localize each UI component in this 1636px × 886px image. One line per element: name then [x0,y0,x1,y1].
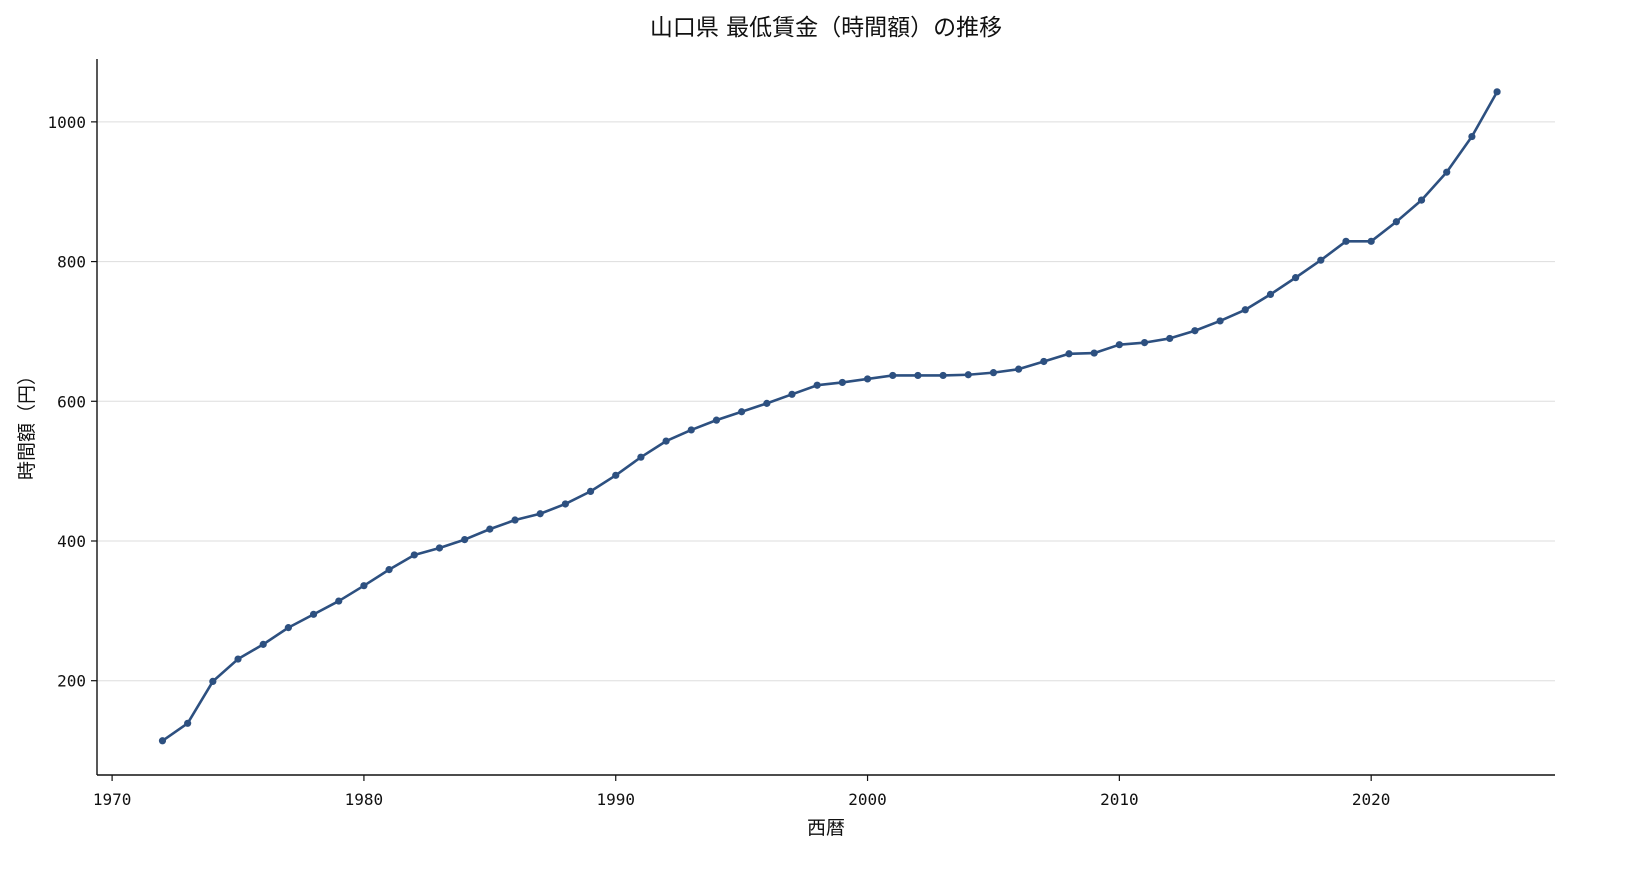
data-point [1367,237,1375,245]
data-point [813,381,821,389]
data-point [989,369,998,377]
gridlines [97,121,1555,682]
data-point [1468,132,1476,141]
data-point [712,416,721,424]
data-point [1241,306,1249,314]
data-point [964,371,972,379]
data-point [738,408,746,416]
data-point [1140,339,1149,347]
data-point [536,510,544,518]
data-point [1443,168,1451,176]
series-group [158,88,1501,745]
data-point [586,487,595,495]
data-point [1216,317,1224,325]
y-tick-label: 800 [57,253,86,272]
y-axis-label: 時間額（円） [16,366,38,480]
data-point [461,535,469,544]
data-point [435,544,444,552]
data-point [662,437,670,445]
x-axis-label: 西暦 [807,817,845,839]
data-point [1417,196,1426,204]
data-point [309,610,318,618]
data-point [1040,357,1048,366]
data-point [889,371,897,380]
data-point [209,677,217,685]
data-point [838,378,846,387]
data-point [561,500,569,508]
x-tick-label: 2000 [848,790,887,809]
data-point [1493,88,1501,96]
chart-title: 山口県 最低賃金（時間額）の推移 [650,15,1002,41]
data-point [914,371,922,380]
x-tick-label: 1990 [596,790,635,809]
data-point [335,597,343,605]
data-point [259,640,267,648]
data-point [1065,350,1073,358]
data-point [939,371,947,380]
data-point [788,390,796,398]
data-point [1191,327,1199,335]
data-point [1090,349,1098,357]
x-tick-label: 2020 [1352,790,1391,809]
y-tick-label: 1000 [47,113,86,132]
x-axis-ticks: 1970 1980 1990 2000 2010 2020 [93,775,1391,809]
data-point [1292,274,1300,282]
data-point [687,426,695,434]
data-point [184,719,192,727]
data-point [511,516,519,524]
data-point [1015,365,1023,373]
x-tick-label: 2010 [1100,790,1139,809]
data-point [863,375,872,383]
data-point [1392,218,1400,226]
data-point [410,551,418,559]
data-point [763,399,771,407]
y-tick-label: 200 [57,672,86,691]
data-point [234,655,242,663]
data-point [1115,341,1123,349]
data-point [1266,290,1275,299]
data-point [385,566,393,574]
data-point [1317,256,1325,264]
series-line [161,91,1499,742]
axes [96,59,1555,776]
data-point [158,737,167,745]
y-axis-ticks: 200 400 600 800 1000 [47,113,97,691]
data-point [486,525,494,533]
data-point [1342,237,1350,245]
x-tick-label: 1980 [345,790,384,809]
data-point [637,453,645,461]
data-point [612,471,620,479]
y-tick-label: 600 [57,392,86,411]
data-point [284,624,292,632]
x-tick-label: 1970 [93,790,132,809]
y-tick-label: 400 [57,532,86,551]
data-point [360,582,368,590]
data-point [1166,334,1174,343]
